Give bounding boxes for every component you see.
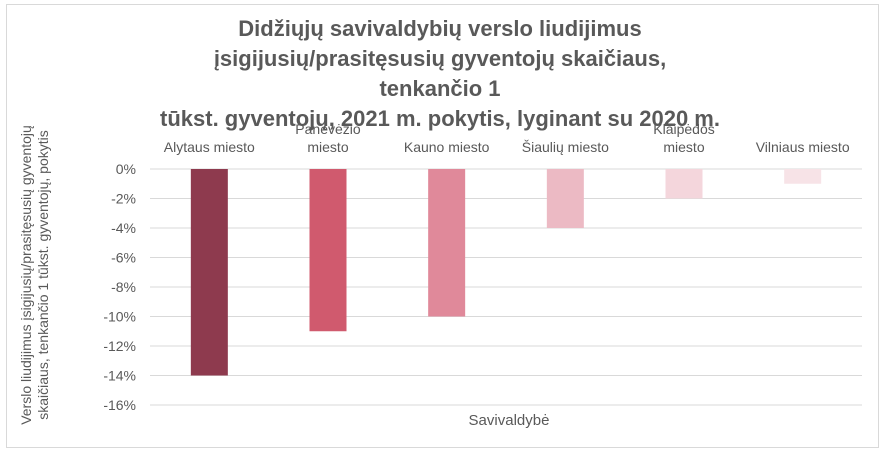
category-label: Panevėžio miesto	[295, 121, 361, 155]
gridlines	[150, 168, 862, 406]
x-axis-label: Savivaldybė	[469, 412, 550, 429]
chart-title-line: Didžiųjų savivaldybių verslo liudijimus	[238, 16, 642, 41]
y-tick-label: -14%	[103, 368, 136, 384]
bar	[665, 169, 703, 199]
y-tick-labels: 0% -2% -4% -6% -8% -10% -12% -14% -16%	[103, 161, 136, 413]
bar	[784, 169, 822, 184]
chart-title-line: tūkst. gyventojų, 2021 m. pokytis, lygin…	[160, 106, 720, 131]
bar	[309, 169, 347, 332]
category-label: Šiaulių miesto	[522, 139, 609, 155]
y-tick-label: -2%	[111, 191, 136, 207]
bar	[190, 169, 228, 376]
category-label: Vilniaus miesto	[756, 139, 850, 155]
y-tick-label: -4%	[111, 220, 136, 236]
y-tick-label: -12%	[103, 338, 136, 354]
chart-title: Didžiųjų savivaldybių verslo liudijimus …	[160, 14, 720, 134]
y-tick-label: -6%	[111, 250, 136, 266]
category-label: Alytaus miesto	[164, 139, 255, 155]
y-tick-label: -16%	[103, 397, 136, 413]
bars	[190, 169, 822, 376]
y-tick-label: 0%	[116, 161, 136, 177]
category-label: Kauno miesto	[404, 139, 490, 155]
chart-title-line: įsigijusių/prasitęsusių gyventojų skaiči…	[213, 46, 667, 101]
category-label: Klaipėdos miesto	[653, 121, 715, 155]
y-tick-label: -10%	[103, 309, 136, 325]
bar	[428, 169, 466, 317]
category-labels: Alytaus miesto Panevėžio miesto Kauno miest…	[164, 121, 850, 155]
y-tick-label: -8%	[111, 279, 136, 295]
bar	[546, 169, 584, 228]
